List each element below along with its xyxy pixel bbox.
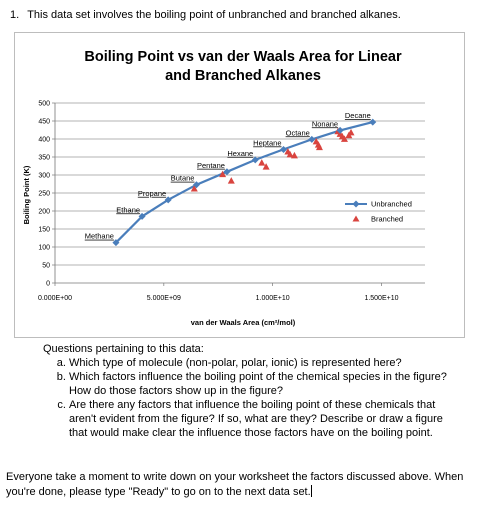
unbranched-series-line bbox=[115, 121, 374, 244]
y-tick-label: 100 bbox=[38, 245, 50, 252]
branched-point bbox=[190, 185, 198, 192]
y-tick-label: 0 bbox=[46, 281, 50, 288]
y-tick-label: 500 bbox=[38, 101, 50, 108]
x-tick-label: 5.000E+09 bbox=[147, 295, 181, 302]
branched-point bbox=[258, 159, 266, 166]
chart-frame: Boiling Point vs van der Waals Area for … bbox=[14, 32, 465, 338]
questions-section: Questions pertaining to this data: Which… bbox=[43, 342, 463, 440]
boiling-point-chart: Boiling Point vs van der Waals Area for … bbox=[22, 49, 425, 327]
point-label-heptane: Heptane bbox=[253, 138, 281, 147]
branched-point bbox=[290, 151, 298, 159]
point-label-propane: Propane bbox=[138, 189, 166, 198]
unbranched-point bbox=[223, 168, 231, 176]
branched-point bbox=[227, 177, 235, 184]
x-tick-label: 0.000E+00 bbox=[38, 295, 72, 302]
y-axis-label: Boiling Point (K) bbox=[22, 165, 31, 224]
legend-unbranched-marker bbox=[352, 200, 360, 208]
axes bbox=[52, 102, 425, 286]
y-tick-label: 50 bbox=[42, 263, 50, 270]
branched-point bbox=[286, 150, 294, 158]
unbranched-point bbox=[192, 181, 200, 189]
unbranched-point bbox=[138, 212, 146, 220]
legend-unbranched-label: Unbranched bbox=[371, 200, 412, 209]
question-b: Which factors influence the boiling poin… bbox=[69, 370, 463, 398]
question-c: Are there any factors that influence the… bbox=[69, 398, 463, 440]
branched-point bbox=[262, 163, 270, 170]
branched-point bbox=[219, 170, 227, 178]
questions-list: Which type of molecule (non-polar, polar… bbox=[43, 356, 463, 440]
unbranched-point bbox=[369, 118, 377, 126]
branched-point bbox=[347, 128, 355, 136]
y-tick-label: 350 bbox=[38, 155, 50, 162]
unbranched-point bbox=[251, 156, 259, 164]
point-label-octane: Octane bbox=[286, 128, 310, 137]
point-label-nonane: Nonane bbox=[312, 119, 338, 128]
footer-text: Everyone take a moment to write down on … bbox=[6, 471, 464, 498]
point-label-ethane: Ethane bbox=[116, 205, 140, 214]
unbranched-point bbox=[164, 196, 172, 204]
branched-point bbox=[315, 143, 323, 151]
question-number: 1. bbox=[10, 9, 20, 21]
grid-lines bbox=[55, 102, 425, 266]
unbranched-point bbox=[308, 135, 316, 143]
x-tick-label: 1.500E+10 bbox=[364, 295, 398, 302]
plot-area: Methane Ethane Propane ButanePentaneHexaneH… bbox=[85, 111, 377, 247]
point-label-pentane: Pentane bbox=[197, 161, 225, 170]
y-tick-label: 200 bbox=[38, 209, 50, 216]
questions-heading: Questions pertaining to this data: bbox=[43, 343, 204, 355]
unbranched-point bbox=[112, 239, 120, 247]
point-label-methane: Methane bbox=[85, 232, 114, 241]
y-tick-label: 250 bbox=[38, 191, 50, 198]
legend-branched-label: Branched bbox=[371, 215, 403, 224]
text-cursor bbox=[310, 485, 312, 497]
tick-labels: 0 50 100 150 200 250 300 350 400 450 500 0.000E+00 5… bbox=[38, 101, 399, 303]
instructions-footer: Everyone take a moment to write down on … bbox=[6, 470, 476, 500]
point-label-decane: Decane bbox=[345, 111, 371, 120]
point-label-butane: Butane bbox=[171, 174, 195, 183]
point-label-hexane: Hexane bbox=[227, 149, 253, 158]
y-tick-label: 150 bbox=[38, 227, 50, 234]
legend-branched-marker bbox=[352, 215, 360, 222]
y-tick-label: 300 bbox=[38, 173, 50, 180]
chart-title-line2: and Branched Alkanes bbox=[165, 68, 321, 84]
question-a: Which type of molecule (non-polar, polar… bbox=[69, 356, 463, 370]
intro-line: 1. This data set involves the boiling poi… bbox=[10, 9, 401, 21]
branched-point bbox=[340, 135, 348, 142]
y-tick-label: 400 bbox=[38, 137, 50, 144]
legend: Unbranched Branched bbox=[345, 200, 412, 224]
x-axis-label: van der Waals Area (cm²/mol) bbox=[191, 318, 296, 327]
chart-title-line1: Boiling Point vs van der Waals Area for … bbox=[84, 49, 402, 65]
y-tick-label: 450 bbox=[38, 119, 50, 126]
unbranched-point bbox=[336, 126, 344, 134]
intro-text: This data set involves the boiling point… bbox=[27, 9, 401, 21]
unbranched-point bbox=[280, 145, 288, 153]
x-tick-label: 1.000E+10 bbox=[256, 295, 290, 302]
